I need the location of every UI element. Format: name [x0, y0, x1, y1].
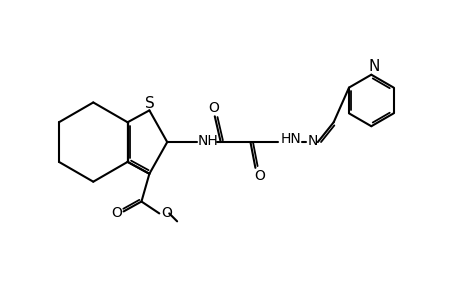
- Text: O: O: [111, 206, 122, 220]
- Text: NH: NH: [197, 134, 218, 148]
- Text: HN: HN: [280, 132, 301, 146]
- Text: S: S: [144, 96, 154, 111]
- Text: O: O: [253, 169, 264, 183]
- Text: O: O: [161, 206, 171, 220]
- Text: N: N: [307, 134, 317, 148]
- Text: O: O: [208, 101, 219, 116]
- Text: N: N: [368, 59, 379, 74]
